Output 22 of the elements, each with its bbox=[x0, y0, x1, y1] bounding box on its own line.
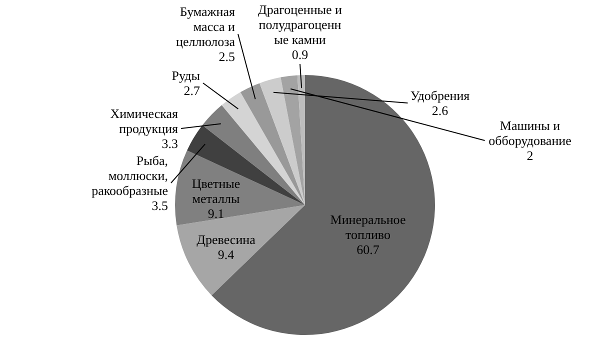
data-label: 0.9 bbox=[292, 47, 308, 62]
data-label: 2.7 bbox=[184, 83, 200, 98]
slice-label: Цветные металлы bbox=[192, 176, 240, 206]
pie-slice bbox=[176, 205, 305, 296]
slice-label: Химическая продукция bbox=[110, 106, 178, 136]
slice-label: Драгоценные и полудрагоценные камни bbox=[258, 2, 342, 47]
slice-label: Минеральное топливо bbox=[330, 212, 406, 242]
slice-label: Удобрения bbox=[410, 88, 470, 103]
data-label: 3.3 bbox=[162, 136, 178, 151]
data-label: 3.5 bbox=[152, 198, 168, 213]
data-label: 60.7 bbox=[356, 242, 380, 257]
data-label: 9.4 bbox=[218, 247, 235, 262]
data-label: 2.6 bbox=[432, 103, 449, 118]
data-label: 2 bbox=[526, 148, 534, 163]
data-label: 2.5 bbox=[218, 49, 235, 64]
slice-label: Бумажная масса и целлюлоза bbox=[176, 4, 236, 49]
data-label: 9.1 bbox=[208, 206, 224, 221]
slice-label: Руды bbox=[172, 68, 200, 83]
pie-slice bbox=[187, 125, 305, 205]
slice-label: Древесина bbox=[196, 232, 256, 247]
slice-label: Рыба, моллюски, ракообразные bbox=[92, 153, 168, 198]
slice-label: Машины и обборудование bbox=[488, 118, 572, 148]
